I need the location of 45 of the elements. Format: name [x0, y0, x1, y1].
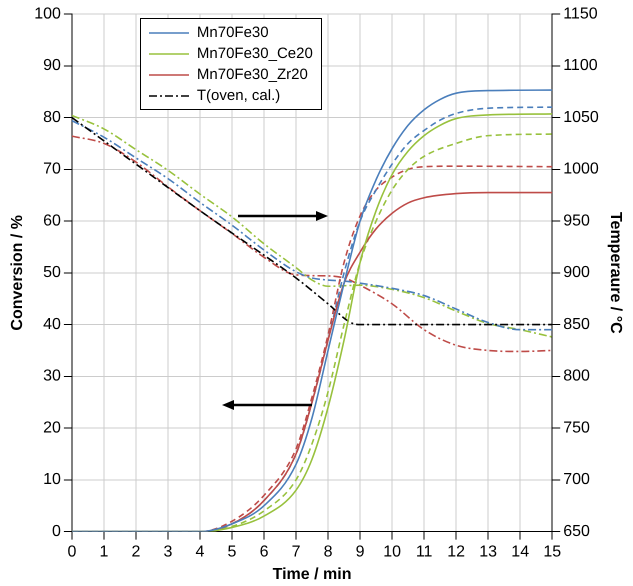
x-tick-label: 2 — [131, 544, 140, 561]
y2-tick-label: 750 — [563, 419, 590, 436]
legend-label: T(oven, cal.) — [196, 86, 280, 106]
y2-tick-label: 1000 — [563, 160, 599, 178]
y-tick-label: 90 — [43, 57, 61, 74]
y-tick-label: 80 — [43, 108, 61, 126]
x-tick-label: 10 — [383, 544, 402, 561]
y-axis-title: Conversion / % — [9, 215, 26, 331]
x-tick-label: 3 — [164, 544, 173, 561]
x-tick-label: 1 — [99, 544, 108, 561]
y2-axis-title: Temperaure / °C — [606, 212, 624, 334]
y-tick-label: 70 — [43, 160, 61, 178]
y2-tick-label: 800 — [563, 368, 590, 385]
x-tick-label: 11 — [416, 544, 433, 561]
legend-label: Mn70Fe30_Zr20 — [196, 65, 308, 85]
x-tick-label: 0 — [67, 544, 76, 561]
y-tick-label: 50 — [43, 264, 61, 282]
y2-tick-label: 850 — [563, 316, 590, 333]
y2-tick-label: 1100 — [563, 57, 598, 74]
y-tick-label: 0 — [52, 523, 61, 540]
y-tick-label: 40 — [43, 316, 61, 333]
y-tick-label: 100 — [34, 5, 61, 22]
y2-tick-label: 1050 — [563, 108, 599, 126]
legend-label: Mn70Fe30 — [196, 23, 269, 43]
y2-tick-label: 950 — [563, 212, 590, 230]
y-tick-label: 20 — [43, 419, 61, 436]
x-tick-label: 14 — [511, 544, 530, 561]
y-tick-label: 60 — [43, 212, 61, 230]
x-tick-label: 13 — [479, 544, 498, 561]
x-tick-label: 15 — [543, 544, 562, 561]
y2-tick-label: 1150 — [563, 5, 598, 22]
x-tick-label: 4 — [196, 544, 205, 561]
x-tick-label: 9 — [356, 544, 365, 561]
y2-tick-label: 700 — [563, 471, 590, 488]
x-tick-label: 12 — [447, 544, 466, 561]
y-tick-label: 10 — [43, 471, 61, 488]
x-tick-label: 8 — [324, 544, 333, 561]
x-tick-label: 6 — [260, 544, 269, 561]
legend-label: Mn70Fe30_Ce20 — [196, 44, 313, 64]
y2-tick-label: 900 — [563, 264, 590, 282]
x-axis-title: Time / min — [272, 566, 352, 583]
y-tick-label: 30 — [43, 368, 61, 385]
y2-tick-label: 650 — [563, 523, 590, 540]
x-tick-label: 5 — [228, 544, 237, 561]
x-tick-label: 7 — [292, 544, 301, 561]
